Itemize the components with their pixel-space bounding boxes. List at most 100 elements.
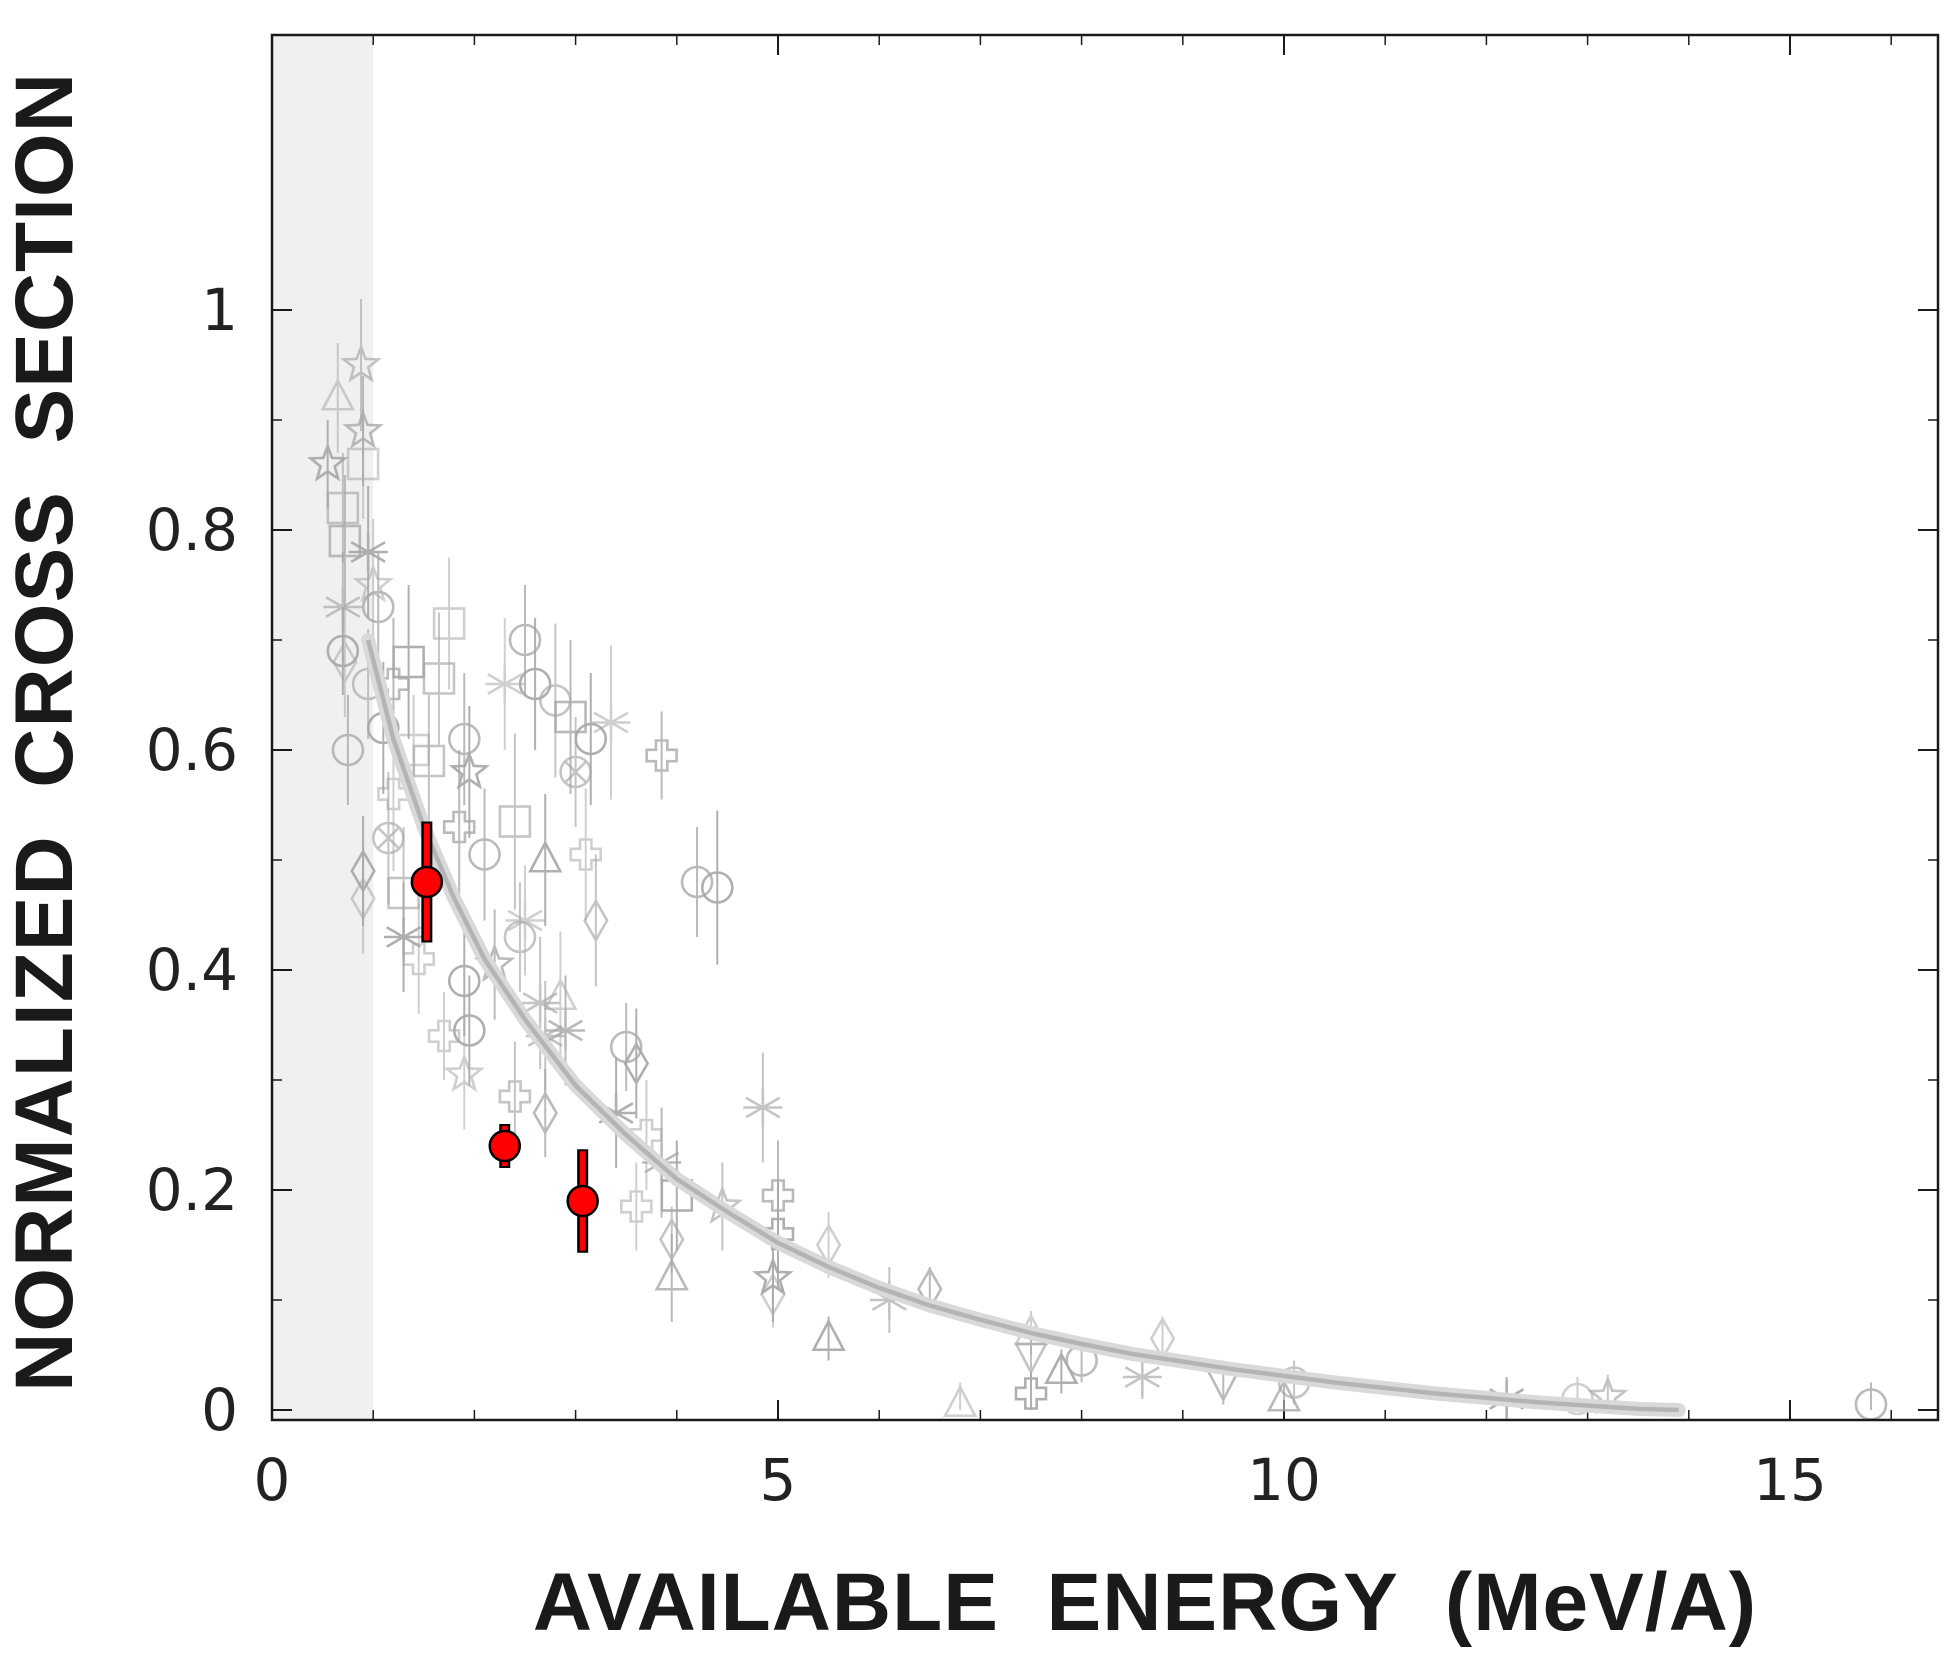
asterisk-marker [869,1280,909,1320]
plot-frame [270,33,1940,1422]
square-marker [412,744,446,778]
systematics-point [660,1140,694,1251]
systematics-point [1014,1371,1048,1410]
asterisk-marker [545,1011,585,1050]
circle-marker [503,920,537,954]
systematics-point [442,750,476,904]
systematics-point [448,706,491,838]
systematics-point [361,552,395,662]
circle-part [559,755,592,789]
cross-marker [377,777,410,811]
systematics-point [432,557,466,690]
systematics-point [422,612,456,745]
systematics-point [503,882,537,992]
y-tick-label: 0.2 [146,1156,238,1224]
systematics-point [508,585,542,695]
systematics-point [623,1008,650,1119]
systematics-point [1044,1349,1079,1394]
data-marker [488,1129,522,1163]
star-marker [443,1052,485,1093]
star-marker [306,442,349,482]
systematics-point [498,733,532,910]
diamond-marker [332,639,358,685]
diamond-marker [760,1272,786,1317]
asterisk-marker [348,532,388,572]
systematics-point [392,585,425,739]
star-marker [340,343,382,383]
systematics-point [443,1019,485,1130]
asterisk-marker [1122,1357,1162,1397]
systematics-point [532,1069,558,1157]
fit-curve [365,639,1679,1413]
tick-labels: 0 5 10 15 0 0.2 0.4 0.6 0.8 1 [146,276,1827,1514]
triangle-marker [943,1384,978,1418]
systematics-point [645,711,678,800]
cross-marker [761,1179,795,1212]
cross-marker [1014,1377,1048,1410]
systematics-point [700,810,734,965]
triangle-marker [811,1318,846,1352]
systematics-point [468,788,501,921]
systematics-point [654,1234,689,1322]
x-axis-title: AVAILABLE ENERGY (MeV/A) [533,1557,1757,1648]
systematics-point [583,854,609,987]
square-marker [422,662,456,695]
systematics-point [1854,1382,1888,1421]
systematics-point [539,623,572,778]
diamond-marker [583,898,609,943]
square-marker [346,447,380,481]
systematics-point [498,1041,532,1152]
systematics-point [350,843,376,954]
systematics-point [402,904,436,1014]
systematics-point [427,992,461,1080]
cross-marker [569,838,603,871]
triangle-marker [1266,1378,1302,1412]
systematics-point [620,1162,653,1251]
circle-marker [447,964,481,998]
systematics-point [331,695,365,805]
square-marker [328,524,362,558]
circle-marker [468,838,501,871]
cross-marker [498,1080,532,1113]
circle-marker [326,634,360,668]
systematics-point [596,1058,636,1168]
circle-marker [331,733,365,767]
data-marker [566,1184,599,1218]
cross-marker [427,1019,461,1053]
x-part [376,826,400,850]
systematics-point [346,409,380,519]
triangle-marker [1044,1351,1079,1385]
cross-marker [620,1190,653,1223]
y-tick-label: 0 [201,1376,238,1444]
systematics-point [340,299,382,431]
y-tick-label: 0.8 [146,496,238,564]
shaded-region [272,35,374,1420]
circle-x-marker [559,755,592,789]
square-marker [432,607,466,640]
systematics-point [869,1267,909,1333]
x-part [564,760,588,784]
asterisk-marker [743,1088,783,1127]
systematics-point [680,827,714,937]
x-tick-label: 10 [1247,1446,1321,1514]
fit-curve-layer [361,633,1686,1417]
systematics-point [528,794,563,926]
cross-marker [442,810,476,844]
circle-marker [361,590,395,624]
circle-marker [447,722,481,756]
systematics-point [811,1316,846,1361]
systematics-point [485,618,525,750]
square-marker [392,645,425,679]
diamond-marker [623,1041,650,1086]
square-marker [326,491,360,525]
triangle-marker [528,839,563,873]
circle-marker [700,871,734,904]
systematics-point [1013,1333,1049,1377]
circle-marker [508,623,542,657]
present-data-point [566,1149,599,1253]
axis-ticks [271,35,1938,1420]
systematics-point [569,788,603,921]
systematics-point [943,1382,978,1418]
present-data-point [410,821,444,943]
